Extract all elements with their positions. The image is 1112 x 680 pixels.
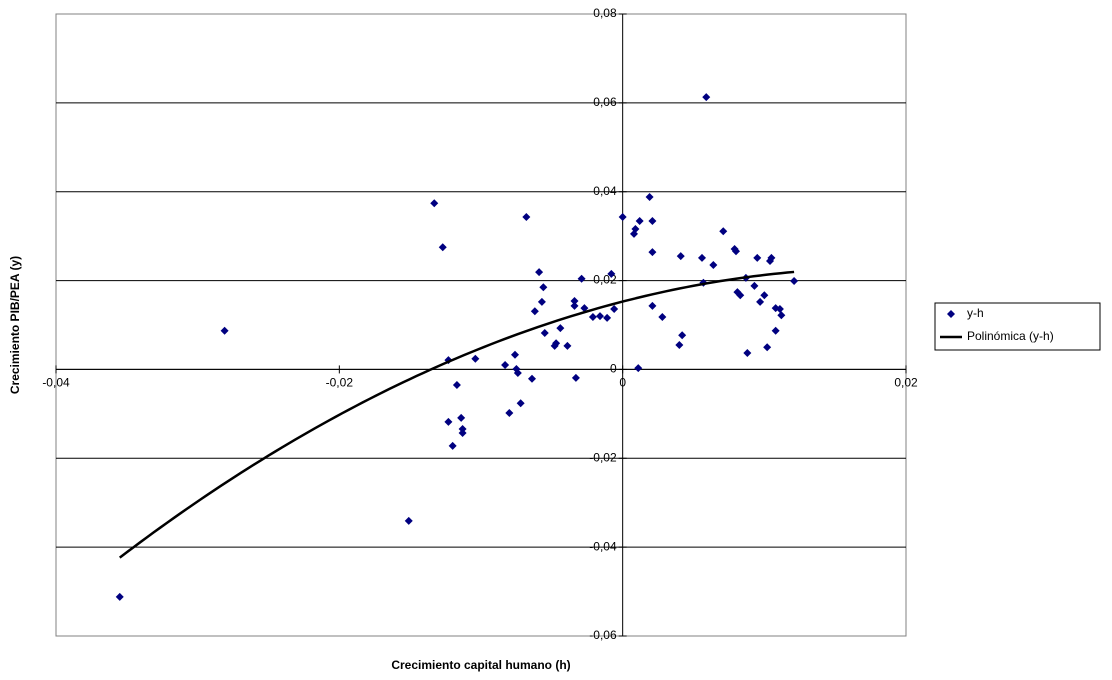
point	[596, 312, 604, 321]
point	[635, 217, 644, 226]
point	[505, 408, 514, 417]
point	[570, 301, 579, 310]
x-tick-label: -0,02	[326, 376, 354, 390]
point	[457, 413, 466, 422]
point	[516, 399, 525, 408]
point	[771, 326, 780, 335]
point	[563, 341, 572, 350]
y-tick-label: 0	[610, 362, 617, 376]
y-tick-label: -0,04	[589, 539, 617, 553]
point	[430, 199, 439, 208]
point	[743, 348, 752, 357]
legend-box	[934, 302, 1101, 351]
point	[511, 350, 519, 359]
point	[790, 277, 799, 286]
point	[648, 217, 657, 226]
point	[648, 301, 657, 310]
point	[698, 253, 706, 262]
legend-marker	[947, 310, 955, 318]
point	[448, 441, 457, 450]
y-tick-label: -0,02	[589, 450, 617, 464]
point	[540, 328, 549, 337]
point	[522, 213, 531, 222]
point	[501, 360, 510, 369]
y-tick-label: 0,08	[593, 6, 617, 20]
legend-label: Polinómica (y-h)	[967, 329, 1054, 343]
point	[702, 93, 711, 102]
point	[530, 307, 539, 316]
x-tick-label: -0,04	[42, 376, 70, 390]
legend-label: y-h	[967, 306, 984, 320]
point	[676, 252, 685, 261]
point	[607, 269, 616, 278]
point	[471, 354, 480, 363]
point	[756, 297, 765, 306]
point	[763, 343, 772, 352]
x-tick-label: 0,02	[894, 376, 918, 390]
point	[577, 274, 586, 283]
point	[610, 305, 619, 314]
point	[709, 261, 718, 270]
point	[767, 253, 776, 262]
y-tick-label: 0,04	[593, 184, 617, 198]
y-tick-label: -0,06	[589, 628, 617, 642]
point	[631, 225, 640, 234]
point	[513, 368, 522, 377]
point	[618, 213, 627, 222]
point	[539, 283, 548, 292]
point	[750, 281, 759, 290]
point	[760, 291, 769, 300]
point	[719, 227, 728, 236]
point	[570, 297, 579, 306]
point	[588, 313, 597, 322]
point	[438, 243, 447, 252]
point	[458, 428, 467, 437]
point	[678, 331, 687, 340]
point	[404, 516, 413, 525]
point	[552, 339, 561, 348]
point	[444, 417, 453, 426]
point	[645, 193, 654, 202]
point	[753, 253, 762, 262]
x-axis-title: Crecimiento capital humano (h)	[391, 658, 570, 672]
point	[528, 374, 536, 383]
point	[580, 304, 589, 313]
point	[115, 592, 124, 601]
y-tick-label: 0,06	[593, 95, 617, 109]
point	[658, 313, 667, 322]
point	[603, 313, 612, 322]
point	[220, 326, 229, 335]
point	[452, 380, 461, 389]
point	[535, 268, 544, 277]
trendline	[118, 270, 795, 559]
point	[648, 248, 657, 257]
point	[634, 364, 643, 373]
point	[736, 291, 745, 300]
point	[775, 305, 784, 314]
point	[571, 373, 580, 382]
point	[537, 297, 546, 306]
plot-area	[55, 13, 907, 637]
point	[675, 340, 684, 349]
point	[732, 247, 740, 256]
point	[777, 311, 786, 320]
y-axis-title: Crecimiento PIB/PEA (y)	[8, 256, 22, 394]
point	[556, 324, 565, 333]
